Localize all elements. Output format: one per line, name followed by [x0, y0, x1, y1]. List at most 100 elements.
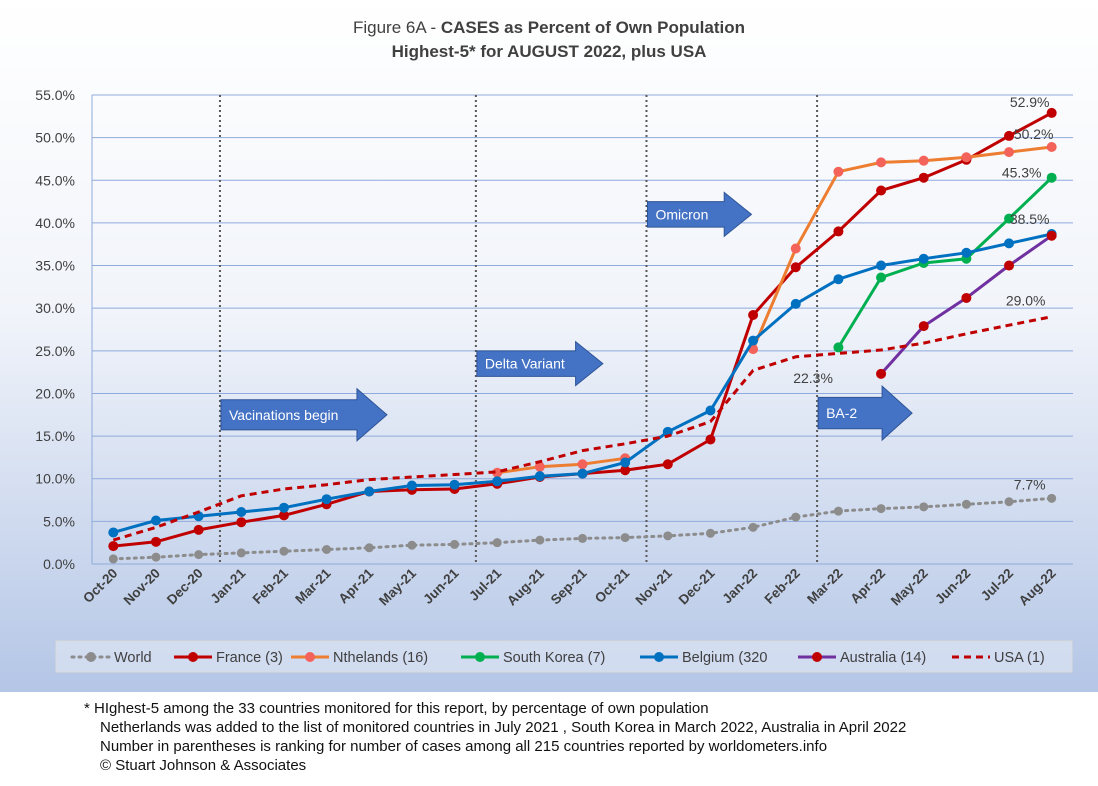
- y-tick-label: 10.0%: [35, 471, 75, 487]
- data-point: [279, 546, 289, 556]
- data-point: [876, 185, 887, 196]
- data-point: [791, 512, 801, 522]
- data-point: [705, 528, 715, 538]
- data-point: [961, 247, 972, 258]
- data-label: 29.0%: [1006, 293, 1046, 309]
- footnote-highest5: * HIghest-5 among the 33 countries monit…: [84, 700, 709, 717]
- y-tick-label: 45.0%: [35, 172, 75, 188]
- series-nthelands-16: [492, 142, 1057, 478]
- data-point: [919, 502, 929, 512]
- data-point: [236, 506, 247, 517]
- legend-label: Australia (14): [840, 650, 926, 666]
- data-point: [961, 499, 971, 509]
- x-tick-label: Apr-21: [336, 565, 377, 606]
- data-point: [364, 486, 375, 497]
- annotation-arrow: [220, 387, 388, 442]
- x-tick-label: Apr-22: [847, 566, 888, 607]
- data-point: [961, 152, 972, 163]
- series-usa-1: [112, 315, 1052, 542]
- x-tick-label: Dec-21: [676, 565, 718, 607]
- x-tick-label: Sep-21: [548, 565, 590, 607]
- data-point: [1004, 130, 1015, 141]
- data-point: [876, 157, 887, 168]
- data-point: [620, 465, 631, 476]
- x-tick-label: Oct-21: [592, 565, 633, 606]
- data-label: 38.5%: [1010, 211, 1050, 227]
- data-label: 45.3%: [1002, 165, 1042, 181]
- legend-item: Australia (14): [798, 650, 926, 666]
- data-point: [450, 539, 460, 549]
- data-point: [620, 457, 631, 468]
- chart-subtitle: Highest-5* for AUGUST 2022, plus USA: [392, 42, 707, 61]
- legend-box: [55, 640, 1073, 673]
- legend-label: Belgium (320: [682, 650, 767, 666]
- series-south-korea-7: [833, 172, 1057, 353]
- data-point: [705, 405, 716, 416]
- x-tick-label: Mar-22: [804, 566, 845, 607]
- x-tick-label: Jul-22: [978, 566, 1016, 604]
- series-line: [751, 145, 1052, 350]
- annotation-arrow: [817, 384, 913, 442]
- legend-swatch-marker: [654, 652, 664, 662]
- data-point: [407, 540, 417, 550]
- x-tick-label: Jul-21: [466, 565, 505, 604]
- x-tick-label: Aug-22: [1016, 566, 1059, 609]
- data-point: [194, 550, 204, 560]
- data-point: [278, 502, 289, 513]
- x-tick-label: Nov-21: [632, 565, 675, 608]
- data-point: [918, 253, 929, 264]
- data-point: [534, 461, 545, 472]
- event-lines: [218, 95, 819, 564]
- legend-swatch-marker: [305, 652, 315, 662]
- footnote-ranking: Number in parentheses is ranking for num…: [100, 738, 828, 755]
- data-point: [492, 538, 502, 548]
- data-point: [662, 459, 673, 470]
- x-tick-label: Jun-21: [420, 565, 462, 607]
- data-point: [833, 342, 844, 353]
- data-label: 7.7%: [1014, 476, 1046, 492]
- x-tick-label: Jan-22: [719, 566, 760, 607]
- x-tick-label: May-21: [376, 565, 419, 608]
- y-tick-label: 25.0%: [35, 343, 75, 359]
- chart-title-bold: CASES as Percent of Own Population: [441, 18, 745, 37]
- series-line: [112, 232, 1053, 534]
- data-point: [918, 155, 929, 166]
- data-point: [748, 335, 759, 346]
- data-point: [1004, 213, 1015, 224]
- data-point: [534, 471, 545, 482]
- data-point: [876, 504, 886, 514]
- y-tick-label: 20.0%: [35, 385, 75, 401]
- y-tick-label: 15.0%: [35, 428, 75, 444]
- legend-swatch-marker: [475, 652, 485, 662]
- data-point: [1046, 172, 1057, 183]
- line-chart: Figure 6A - CASES as Percent of Own Popu…: [35, 18, 1073, 673]
- data-point: [790, 243, 801, 254]
- y-tick-label: 30.0%: [35, 300, 75, 316]
- x-tick-label: Feb-22: [762, 566, 803, 607]
- x-tick-label: Oct-20: [80, 566, 120, 606]
- data-label: 22.3%: [793, 370, 833, 386]
- data-point: [876, 260, 887, 271]
- data-point: [322, 545, 332, 555]
- data-point: [748, 310, 759, 321]
- annotation-arrow: [646, 191, 753, 238]
- y-tick-label: 0.0%: [43, 556, 75, 572]
- grid: [92, 94, 1073, 565]
- series-line: [496, 456, 626, 475]
- legend-item: France (3): [174, 650, 283, 666]
- data-point: [1004, 147, 1015, 158]
- data-point: [577, 468, 588, 479]
- series-line: [111, 496, 1054, 561]
- data-point: [918, 172, 929, 183]
- data-point: [108, 541, 119, 552]
- series-australia-14: [876, 230, 1057, 379]
- data-point: [577, 459, 588, 470]
- data-point: [1004, 260, 1015, 271]
- data-point: [620, 533, 630, 543]
- data-point: [535, 535, 545, 545]
- data-point: [918, 321, 929, 332]
- x-tick-label: Dec-20: [164, 566, 206, 608]
- legend-label: USA (1): [994, 650, 1045, 666]
- x-tick-label: Jan-21: [208, 565, 249, 606]
- x-tick-label: Nov-20: [121, 566, 163, 608]
